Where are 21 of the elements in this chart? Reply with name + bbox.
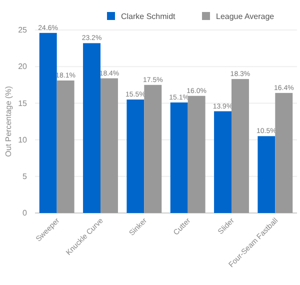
bar bbox=[275, 92, 293, 213]
bar bbox=[214, 111, 232, 213]
legend-label: League Average bbox=[216, 12, 275, 21]
y-axis-title: Out Percentage (%) bbox=[4, 86, 13, 157]
legend-label: Clarke Schmidt bbox=[121, 12, 176, 21]
bar bbox=[126, 100, 144, 213]
y-tick-label: 25 bbox=[18, 26, 28, 35]
bar bbox=[232, 79, 249, 213]
bar bbox=[170, 102, 188, 213]
bar bbox=[56, 80, 74, 213]
y-tick-label: 5 bbox=[22, 172, 28, 181]
bar bbox=[83, 43, 100, 213]
bar bbox=[39, 32, 57, 213]
bar bbox=[100, 78, 118, 213]
y-tick-label: 0 bbox=[22, 208, 28, 218]
y-tick-label: 20 bbox=[18, 62, 28, 72]
y-tick-label: 10 bbox=[18, 135, 28, 144]
bar bbox=[144, 84, 162, 213]
bar bbox=[188, 96, 206, 213]
y-tick-label: 15 bbox=[18, 98, 28, 108]
bar bbox=[258, 136, 276, 213]
